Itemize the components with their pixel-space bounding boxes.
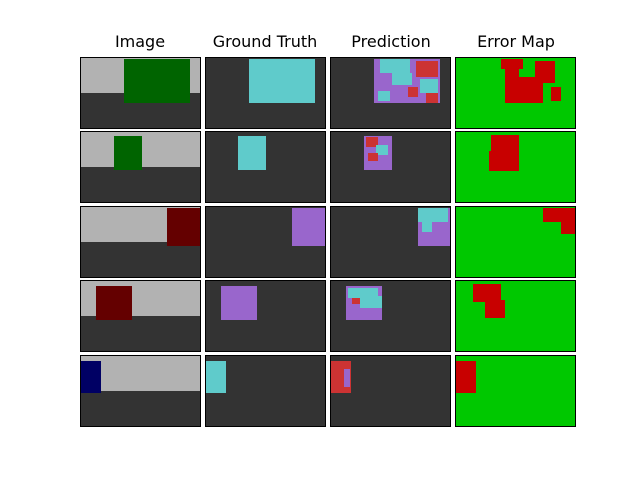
error-map-panel-row-5 (455, 355, 576, 427)
ground-truth-panel-row-2 (205, 131, 326, 203)
prediction-panel-row-2 (330, 131, 451, 203)
header-ground-truth: Ground Truth (212, 32, 318, 51)
header-error-map: Error Map (477, 32, 555, 51)
image-panel-row-1 (80, 57, 201, 129)
ground-truth-panel-row-1 (205, 57, 326, 129)
error-map-panel-row-2 (455, 131, 576, 203)
prediction-panel-row-1 (330, 57, 451, 129)
ground-truth-panel-row-4 (205, 280, 326, 352)
error-map-panel-row-1 (455, 57, 576, 129)
image-panel-row-4 (80, 280, 201, 352)
prediction-panel-row-3 (330, 206, 451, 278)
image-panel-row-5 (80, 355, 201, 427)
header-prediction: Prediction (351, 32, 431, 51)
image-panel-row-2 (80, 131, 201, 203)
error-map-panel-row-3 (455, 206, 576, 278)
image-panel-row-3 (80, 206, 201, 278)
prediction-panel-row-4 (330, 280, 451, 352)
error-map-panel-row-4 (455, 280, 576, 352)
header-image: Image (114, 32, 166, 51)
ground-truth-panel-row-5 (205, 355, 326, 427)
ground-truth-panel-row-3 (205, 206, 326, 278)
prediction-panel-row-5 (330, 355, 451, 427)
